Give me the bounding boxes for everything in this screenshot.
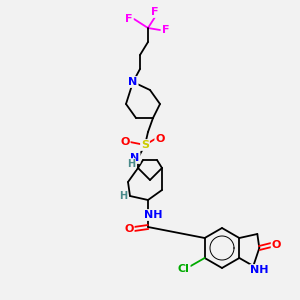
Text: H: H [119,191,127,201]
Text: N: N [130,153,140,163]
Text: F: F [125,14,133,24]
Text: O: O [120,137,130,147]
Text: N: N [128,77,138,87]
Text: S: S [141,140,149,150]
Text: F: F [162,25,170,35]
Text: F: F [151,7,159,17]
Text: H: H [127,159,135,169]
Text: O: O [124,224,134,234]
Text: Cl: Cl [178,264,190,274]
Text: O: O [155,134,165,144]
Text: O: O [272,240,281,250]
Text: NH: NH [250,265,268,275]
Text: NH: NH [144,210,162,220]
